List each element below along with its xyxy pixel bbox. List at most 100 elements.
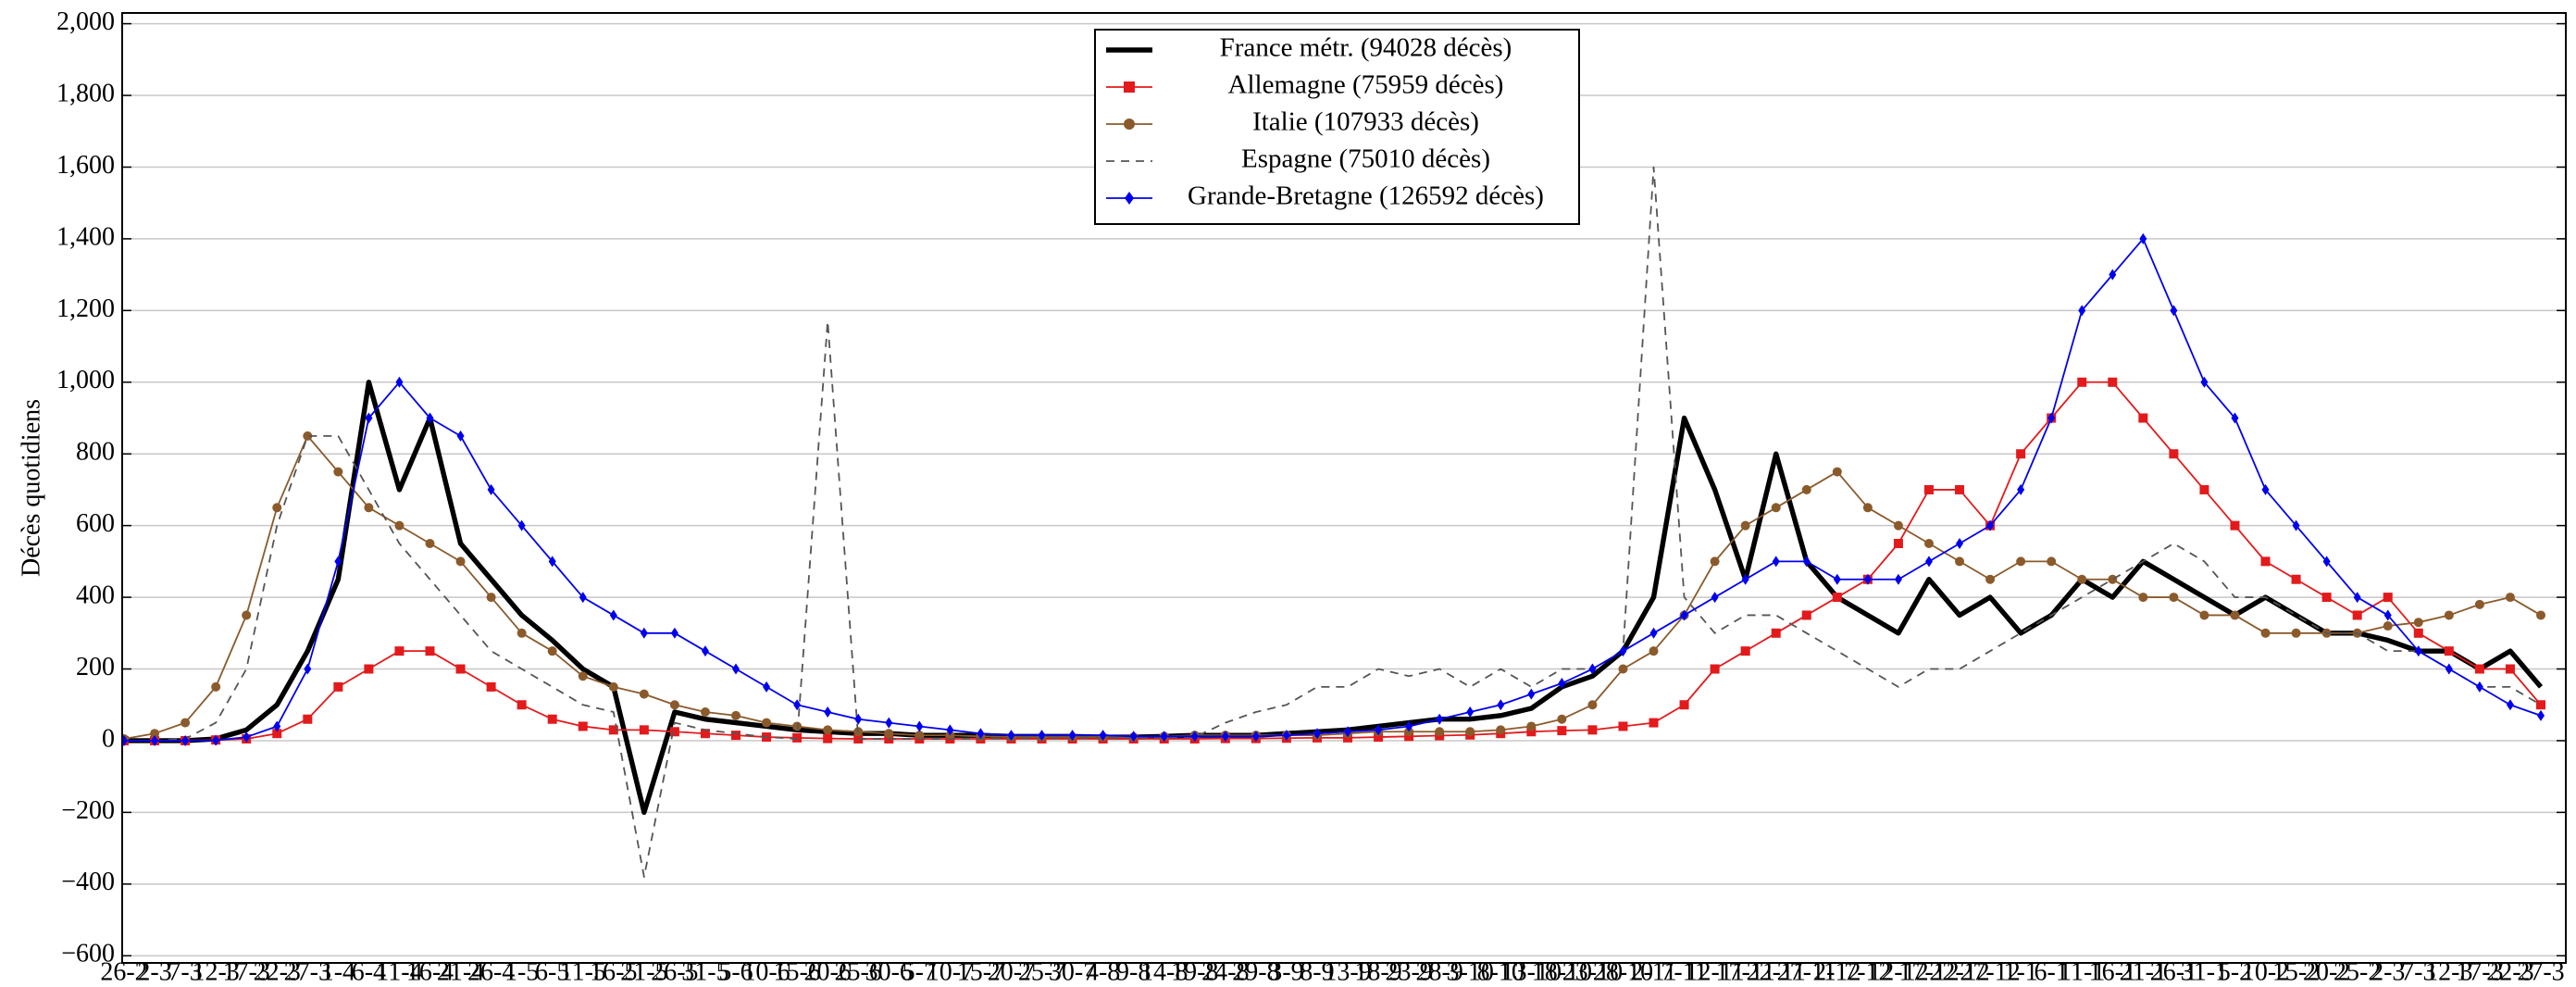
plot-frame: [121, 12, 2567, 964]
data-point: [365, 412, 373, 424]
data-point: [2139, 232, 2147, 244]
data-point: [1160, 731, 1168, 743]
series-line: [124, 381, 2542, 742]
data-point: [2260, 628, 2271, 638]
data-point: [792, 721, 803, 731]
data-point: [1801, 484, 1811, 494]
data-point: [1741, 573, 1749, 585]
data-point: [2230, 610, 2240, 620]
data-point: [2537, 709, 2545, 721]
data-point: [2108, 574, 2118, 584]
data-point: [1801, 610, 1811, 620]
data-point: [793, 699, 802, 711]
data-point: [1129, 731, 1138, 743]
data-point: [1282, 730, 1290, 742]
y-tick-label: 800: [76, 438, 115, 467]
data-point: [2108, 377, 2118, 387]
data-point: [180, 718, 191, 728]
data-point: [1619, 645, 1627, 657]
data-point: [2506, 699, 2514, 711]
data-point: [608, 681, 618, 692]
data-point: [1526, 727, 1537, 737]
data-point: [1527, 688, 1536, 700]
data-point: [1924, 556, 1933, 568]
data-point: [2138, 593, 2148, 603]
series-line: [123, 434, 2542, 740]
data-point: [1833, 573, 1841, 585]
y-tick-label: 1,600: [56, 151, 115, 180]
legend-label: Espagne (75010 décès): [1241, 144, 1490, 174]
data-point: [1923, 484, 1934, 494]
data-point: [2383, 609, 2392, 621]
data-point: [486, 681, 496, 692]
data-point: [884, 729, 894, 739]
series-line: [124, 380, 2544, 816]
series-line: [124, 166, 2542, 878]
legend-marker: [1124, 119, 1135, 130]
data-point: [2261, 483, 2270, 495]
data-point: [1771, 503, 1781, 513]
data-point: [516, 700, 527, 710]
data-point: [2444, 610, 2454, 620]
data-point: [487, 483, 495, 495]
data-point: [1496, 725, 1506, 735]
data-point: [1251, 731, 1260, 743]
data-point: [2353, 592, 2361, 604]
data-point: [824, 706, 832, 718]
data-point: [486, 593, 496, 603]
data-point: [2383, 621, 2393, 631]
data-point: [823, 733, 833, 743]
data-point: [181, 734, 190, 746]
data-point: [2322, 556, 2331, 568]
data-point: [212, 734, 220, 746]
data-point: [2169, 593, 2179, 603]
data-point: [1710, 556, 1720, 567]
data-point: [1863, 573, 1872, 585]
data-point: [1099, 730, 1107, 742]
data-point: [2291, 628, 2301, 638]
data-point: [1375, 724, 1383, 736]
data-point: [854, 713, 863, 725]
data-point: [1374, 732, 1384, 743]
data-point: [1313, 728, 1321, 740]
y-tick-label: −600: [61, 940, 115, 968]
data-point: [2200, 376, 2209, 388]
y-tick-label: 0: [102, 724, 115, 753]
data-point: [2474, 599, 2484, 609]
data-point: [2383, 593, 2393, 603]
data-point: [1435, 727, 1445, 737]
data-point: [1956, 538, 1964, 550]
data-point: [395, 376, 404, 388]
data-point: [2199, 610, 2209, 620]
data-point: [1618, 664, 1628, 674]
data-point: [2077, 377, 2087, 387]
data-point: [1618, 721, 1628, 731]
data-point: [1894, 573, 1902, 585]
data-point: [608, 725, 618, 735]
data-point: [2505, 593, 2515, 603]
data-point: [2199, 484, 2209, 494]
data-point: [211, 681, 221, 692]
data-point: [1558, 678, 1566, 690]
data-point: [425, 646, 435, 656]
data-point: [700, 729, 710, 739]
data-point: [946, 724, 954, 736]
data-point: [2475, 681, 2483, 693]
data-point: [885, 717, 893, 729]
data-point: [122, 734, 128, 746]
data-point: [455, 556, 466, 567]
data-point: [272, 503, 282, 513]
data-point: [334, 556, 342, 568]
data-point: [1557, 714, 1567, 724]
data-point: [731, 710, 741, 720]
data-point: [1832, 593, 1842, 603]
series-line: [124, 238, 2542, 742]
data-point: [1404, 731, 1414, 742]
data-point: [333, 467, 343, 477]
y-tick-label: 1,400: [56, 222, 115, 251]
legend-label: France métr. (94028 décès): [1220, 33, 1512, 63]
data-point: [2292, 519, 2300, 531]
data-point: [517, 519, 526, 531]
data-point: [2413, 628, 2423, 638]
data-point: [150, 729, 160, 739]
